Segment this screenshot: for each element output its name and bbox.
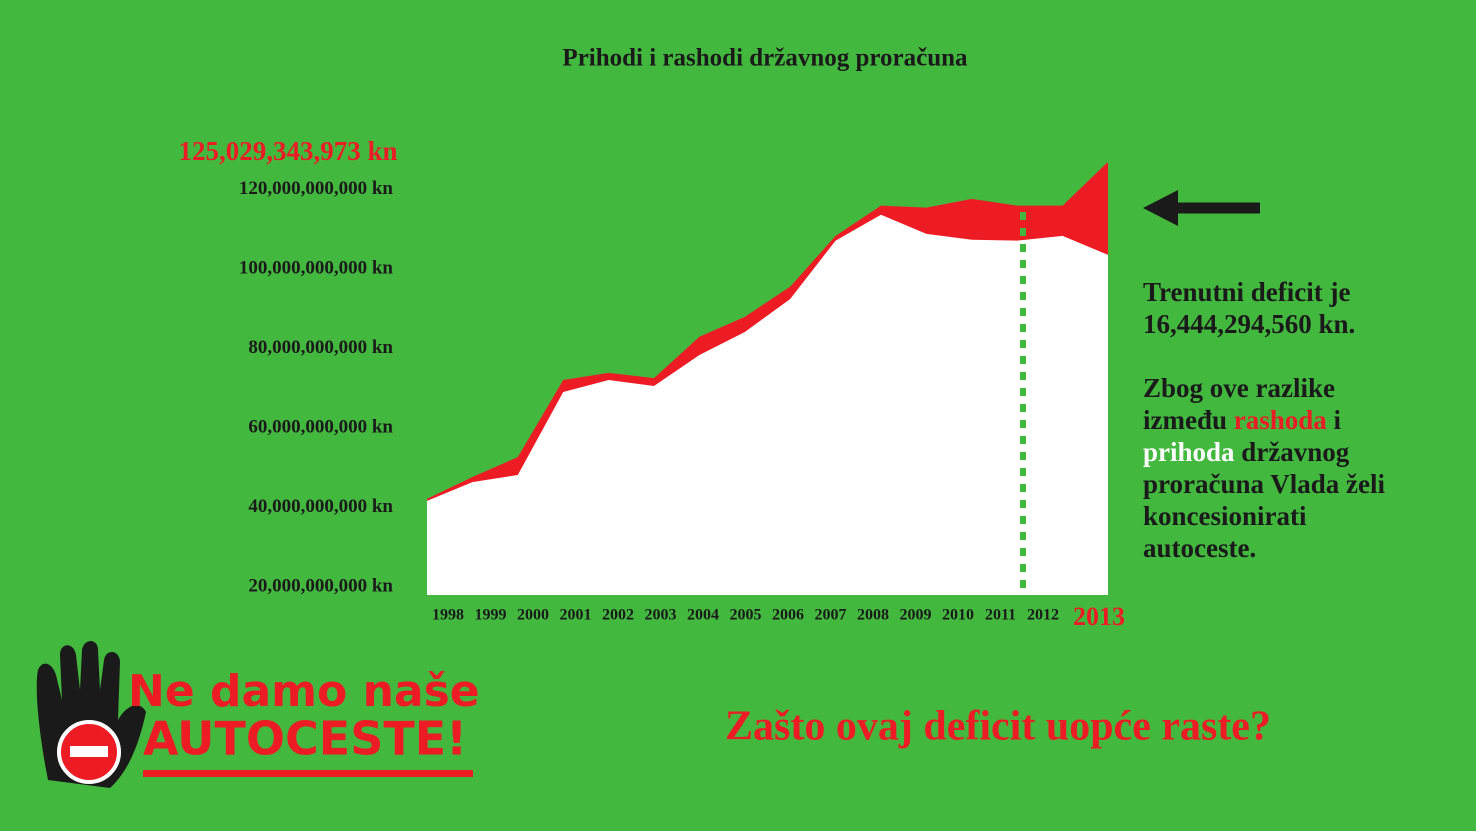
y-tick-label: 120,000,000,000 kn [239,178,394,199]
top-label: 125,029,343,973 kn [178,136,397,166]
arrow-head [1143,190,1178,226]
x-tick-label: 2002 [602,607,634,624]
x-tick-label: 2001 [560,607,592,624]
logo-underline [143,770,473,777]
area [427,214,1108,595]
x-tick-label: 2003 [645,607,677,624]
x-tick-label: 1999 [475,607,507,624]
x-tick-label: 2013 [1073,602,1125,631]
x-tick-label: 2009 [900,607,932,624]
x-tick-label: 2011 [985,607,1016,624]
x-tick-label: 2008 [857,607,889,624]
x-tick-label: 1998 [432,607,464,624]
question: Zašto ovaj deficit uopće raste? [725,704,1271,750]
logo-line: AUTOCESTE! [143,712,467,766]
logo-line: Ne damo naše [128,666,480,717]
y-tick-label: 20,000,000,000 kn [248,575,393,596]
chart-title: Prihodi i rashodi državnog proračuna [562,45,968,72]
x-tick-label: 2005 [730,607,762,624]
text: i [1326,405,1342,435]
highlight: prihoda [1143,437,1235,467]
x-tick-label: 2006 [772,607,804,624]
highlight: rashoda [1233,405,1327,435]
logo-hand [36,641,146,788]
explanation: Zbog ove razlike između rashoda i prihod… [1143,372,1418,564]
x-tick-label: 2000 [517,607,549,624]
deficit-text: Trenutni deficit je 16,444,294,560 kn. [1143,276,1355,340]
text: Zbog ove razlike između [1143,373,1335,435]
plot: 20,000,000,000 kn 40,000,000,000 kn 60,000… [239,161,1125,631]
deficit-line: 16,444,294,560 kn. [1143,309,1356,339]
text: državnog proračuna Vlada želi koncesioni… [1143,437,1386,563]
x-tick-label: 2010 [942,607,974,624]
x-tick-label: 2007 [815,607,847,624]
y-tick-label: 100,000,000,000 kn [239,258,394,279]
y-tick-label: 40,000,000,000 kn [248,496,393,517]
x-tick-label: 2004 [687,607,719,624]
deficit-line: Trenutni deficit je [1143,277,1351,307]
y-tick-label: 60,000,000,000 kn [248,416,393,437]
x-tick-label: 2012 [1027,607,1059,624]
y-tick-label: 80,000,000,000 kn [248,337,393,358]
